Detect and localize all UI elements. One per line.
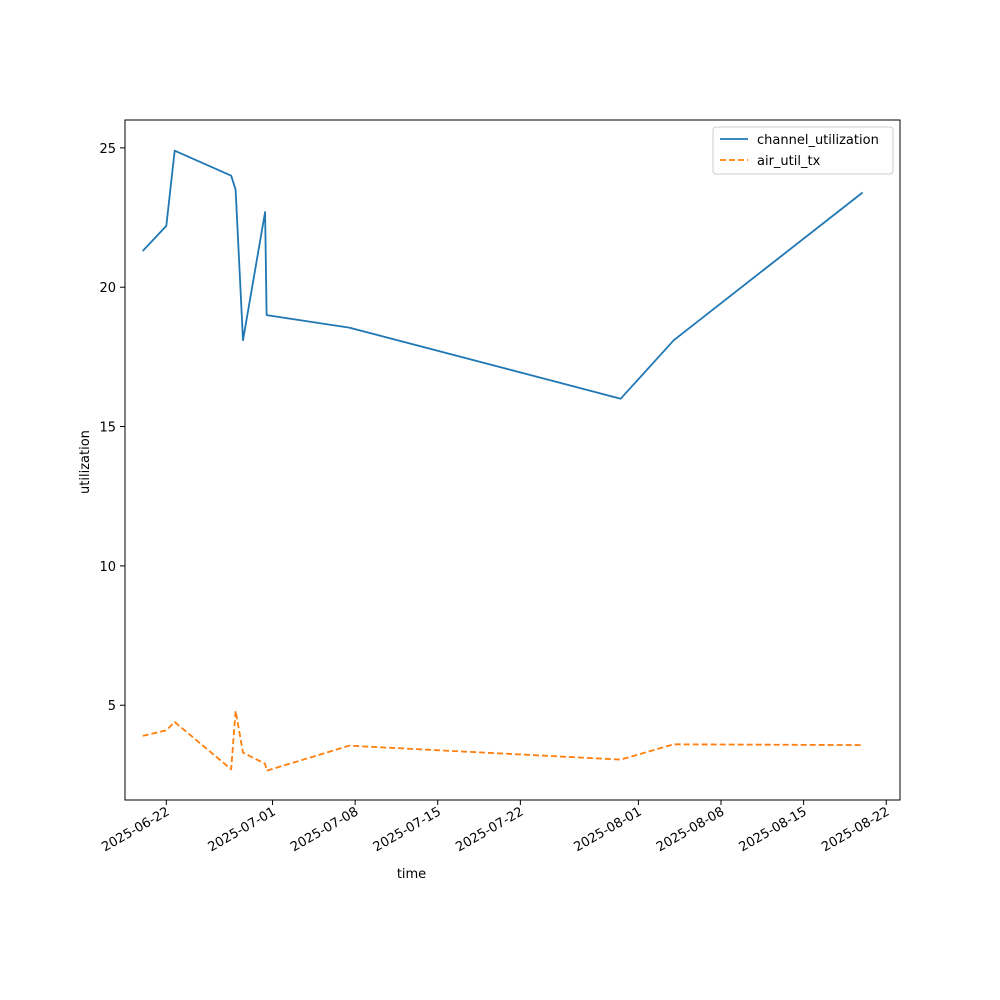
x-axis-title: time: [397, 867, 426, 882]
legend-label: channel_utilization: [757, 133, 879, 148]
legend-label: air_util_tx: [757, 154, 821, 169]
y-tick-label: 20: [99, 281, 116, 296]
legend: channel_utilization air_util_tx: [712, 126, 894, 175]
y-axis-ticks: 5 10 15 20 25: [99, 142, 125, 714]
plot-area: [124, 119, 901, 801]
y-axis-title: utilization: [78, 430, 93, 494]
series-layer: [142, 149, 864, 772]
y-tick-label: 25: [99, 142, 116, 157]
y-tick-label: 10: [99, 560, 116, 575]
y-tick-label: 15: [99, 421, 116, 436]
y-tick-label: 5: [108, 699, 116, 714]
series-line-channel-utilization: [142, 149, 864, 400]
legend-box: [712, 126, 894, 175]
